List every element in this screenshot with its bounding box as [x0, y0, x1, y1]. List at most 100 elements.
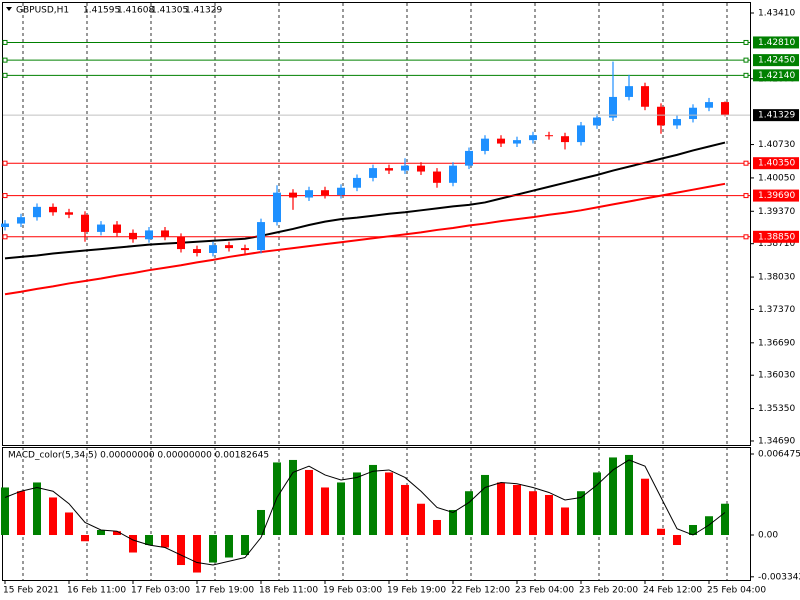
- candle-body: [481, 138, 489, 151]
- candle-body: [353, 177, 361, 188]
- candle-body: [65, 212, 73, 215]
- candle-body: [33, 206, 41, 218]
- level-handle: [2, 234, 8, 240]
- level-label: 1.42450: [758, 56, 795, 66]
- x-tick-label: 24 Feb 12:00: [643, 586, 702, 596]
- macd-bar: [17, 491, 25, 536]
- y-tick-label: 1.38710: [758, 239, 795, 249]
- candle-body: [305, 190, 313, 198]
- macd-y-tick-label: 0.00: [758, 531, 778, 541]
- candle-body: [449, 165, 457, 183]
- level-handle: [2, 160, 8, 166]
- macd-bar: [369, 464, 377, 536]
- candle-body: [97, 224, 105, 232]
- macd-bar: [241, 535, 249, 556]
- level-handle: [2, 193, 8, 199]
- candle-body: [545, 135, 553, 137]
- y-tick-label: 1.43410: [758, 9, 795, 19]
- y-tick-label: 1.35350: [758, 404, 795, 414]
- moving-average: [4, 182, 726, 296]
- candle-body: [129, 232, 137, 240]
- candle-body: [673, 119, 681, 126]
- candle-body: [401, 165, 409, 171]
- x-tick-label: 23 Feb 04:00: [515, 586, 574, 596]
- macd-bar: [705, 516, 713, 536]
- candle-body: [193, 249, 201, 254]
- macd-bar: [529, 491, 537, 536]
- y-tick-label: 1.40050: [758, 173, 795, 183]
- macd-bar: [225, 535, 233, 558]
- macd-bar: [593, 472, 601, 536]
- candle-body: [17, 217, 25, 224]
- macd-bar: [177, 535, 185, 566]
- macd-bar: [289, 459, 297, 536]
- macd-bar: [625, 454, 633, 536]
- macd-bar: [129, 535, 137, 553]
- macd-bar: [689, 524, 697, 536]
- x-tick-label: 19 Feb 19:00: [387, 586, 446, 596]
- macd-bar: [481, 474, 489, 536]
- candle-body: [433, 171, 441, 183]
- level-handle: [743, 72, 749, 78]
- macd-bar: [721, 503, 729, 536]
- candle-body: [273, 192, 281, 223]
- y-tick-label: 1.38030: [758, 273, 795, 283]
- symbol-title: GBPUSD,H1: [16, 6, 69, 16]
- macd-bar: [561, 507, 569, 536]
- macd-bar: [209, 535, 217, 563]
- macd-signal: [4, 459, 726, 566]
- candle-body: [337, 187, 345, 196]
- level-label-bg: [753, 157, 799, 170]
- level-handle: [2, 72, 8, 78]
- candle-body: [161, 230, 169, 237]
- candle-body: [385, 168, 393, 171]
- header-low: 1.41305: [151, 6, 188, 16]
- candle-body: [321, 190, 329, 196]
- macd-bar: [65, 512, 73, 536]
- header-icon: [6, 7, 12, 11]
- candle-body: [369, 168, 377, 178]
- candle-body: [257, 222, 265, 251]
- macd-bar: [81, 535, 89, 542]
- macd-bar: [193, 535, 201, 573]
- candle-body: [577, 125, 585, 143]
- y-tick-label: 1.36690: [758, 338, 795, 348]
- y-tick-label: 1.37370: [758, 305, 795, 315]
- x-tick-label: 25 Feb 04:00: [707, 586, 766, 596]
- y-tick-label: 1.36030: [758, 371, 795, 381]
- macd-bar: [641, 478, 649, 536]
- level-label-bg: [753, 36, 799, 49]
- macd-bar: [609, 457, 617, 536]
- macd-bar: [49, 497, 57, 536]
- candle-body: [513, 140, 521, 144]
- x-tick-label: 16 Feb 11:00: [67, 586, 126, 596]
- candle-body: [641, 86, 649, 107]
- candle-body: [417, 165, 425, 172]
- macd-bar: [465, 491, 473, 536]
- candle-body: [145, 230, 153, 240]
- macd-bar: [257, 509, 265, 536]
- level-handle: [743, 160, 749, 166]
- moving-average: [4, 141, 726, 260]
- current-price-label: 1.41329: [758, 111, 795, 121]
- level-handle: [743, 234, 749, 240]
- level-label: 1.38850: [758, 232, 795, 242]
- x-tick-label: 17 Feb 19:00: [195, 586, 254, 596]
- y-tick-label: 1.39370: [758, 207, 795, 217]
- candle-body: [465, 150, 473, 166]
- y-tick-label: 1.40730: [758, 140, 795, 150]
- macd-bar: [657, 528, 665, 536]
- level-label: 1.39690: [758, 191, 795, 201]
- candle-body: [289, 192, 297, 198]
- candle-body: [609, 96, 617, 118]
- candle-body: [593, 117, 601, 126]
- candle-body: [81, 214, 89, 232]
- macd-bar: [497, 482, 505, 536]
- macd-y-tick-label: 0.0064754: [758, 450, 800, 460]
- x-tick-label: 19 Feb 03:00: [323, 586, 382, 596]
- macd-y-tick-label: -0.0033420: [758, 572, 800, 582]
- candle-body: [561, 136, 569, 143]
- level-label: 1.42810: [758, 38, 795, 48]
- macd-bar: [33, 482, 41, 536]
- level-label: 1.42140: [758, 71, 795, 81]
